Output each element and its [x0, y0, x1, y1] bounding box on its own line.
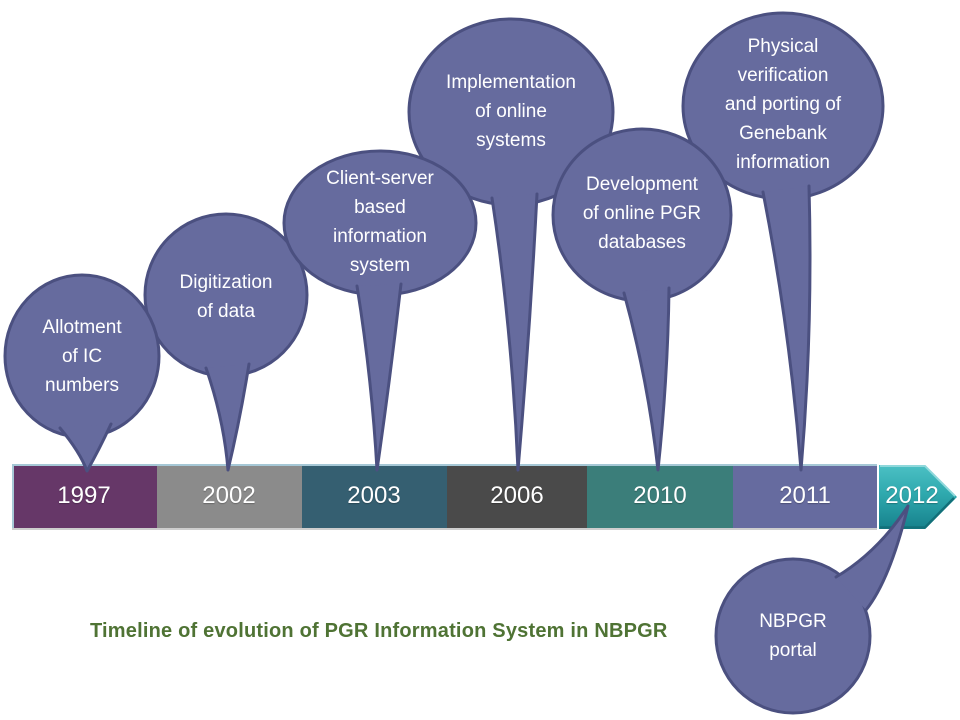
year-label-2006: 2006 — [490, 482, 544, 509]
timeline-bar — [12, 464, 957, 530]
balloon-label-allotment: Allotment of IC numbers — [42, 317, 122, 396]
year-label-2010: 2010 — [633, 482, 687, 509]
balloon-tail-allotment — [58, 422, 113, 473]
timeline-segment-2011 — [733, 464, 877, 528]
balloon-label-digitization: Digitization of data — [179, 272, 273, 322]
balloon-tail-physical-verification — [761, 184, 812, 472]
balloon-tail-implementation — [490, 192, 539, 472]
balloon-label-implementation: Implementation of online systems — [446, 72, 576, 151]
balloon-tail-digitization — [204, 362, 251, 472]
year-label-1997: 1997 — [57, 482, 111, 509]
balloon-label-nbpgr-portal: NBPGR portal — [759, 611, 827, 661]
timeline-segment-2002 — [157, 464, 302, 528]
balloon-shape-nbpgr-portal — [714, 557, 872, 715]
timeline-segment-2012-arrow — [879, 465, 957, 529]
balloons-layer — [3, 11, 910, 715]
caption-title: Timeline of evolution of PGR Information… — [90, 620, 668, 642]
timeline-segment-2006 — [447, 464, 587, 528]
balloon-tail-development — [622, 286, 671, 472]
balloon-tail-nbpgr-portal — [834, 504, 910, 612]
year-label-2012: 2012 — [885, 482, 939, 509]
balloon-tail-client-server — [355, 282, 403, 472]
balloon-label-physical-verification: Physical verification and porting of Gen… — [724, 36, 842, 173]
year-label-2011: 2011 — [779, 482, 831, 509]
balloon-label-client-server: Client-server based information system — [326, 168, 434, 276]
timeline-segment-1997 — [12, 464, 157, 528]
timeline-segment-2010 — [587, 464, 733, 528]
year-label-2003: 2003 — [347, 482, 401, 509]
bar-top-highlight — [12, 464, 877, 528]
timeline-segment-2003 — [302, 464, 447, 528]
year-label-2002: 2002 — [202, 482, 256, 509]
arrow-top-highlight — [880, 465, 956, 497]
balloon-label-development: Development of online PGR databases — [582, 174, 702, 253]
